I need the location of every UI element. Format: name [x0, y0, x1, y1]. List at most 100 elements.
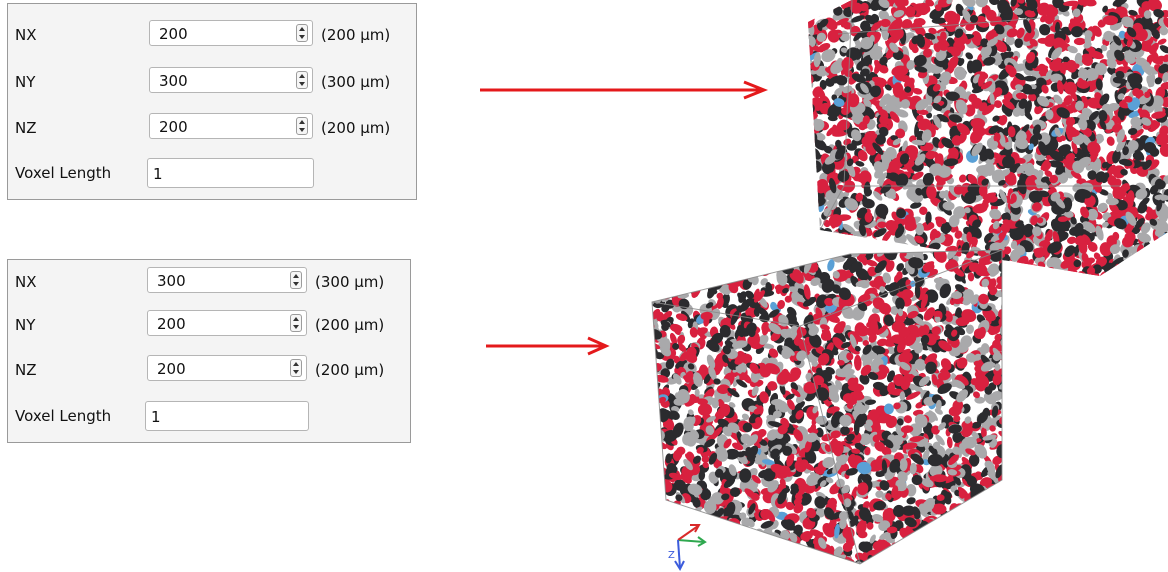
- particle: [1132, 22, 1144, 34]
- nx-spinbox[interactable]: 300: [147, 267, 307, 293]
- particle: [1001, 498, 1012, 509]
- particle: [808, 3, 813, 13]
- particle: [1072, 8, 1081, 18]
- nz-spin-arrows-icon[interactable]: [296, 117, 308, 135]
- particle: [869, 85, 882, 98]
- particle: [652, 263, 656, 275]
- particle: [955, 3, 965, 17]
- particle: [800, 188, 806, 200]
- particle: [652, 250, 661, 259]
- voxel-length-input[interactable]: 1: [145, 401, 309, 431]
- particle: [652, 342, 661, 350]
- nz-spinbox[interactable]: 200: [149, 113, 313, 139]
- particle: [784, 546, 798, 558]
- particle: [833, 238, 847, 247]
- particle: [808, 131, 810, 140]
- particle: [875, 490, 884, 498]
- particle: [723, 557, 736, 564]
- particle: [653, 250, 666, 263]
- particle: [998, 431, 1002, 438]
- particle: [833, 98, 845, 107]
- particle: [892, 65, 909, 77]
- particle: [778, 555, 791, 564]
- nx-spinbox[interactable]: 200: [149, 20, 313, 46]
- nz-spinbox[interactable]: 200: [147, 355, 307, 381]
- particle: [1122, 146, 1129, 156]
- particle: [883, 553, 896, 564]
- particle: [1067, 45, 1078, 54]
- particle: [1000, 223, 1010, 233]
- particle: [969, 14, 979, 23]
- particle: [640, 289, 648, 301]
- particle: [913, 54, 927, 67]
- particle: [662, 310, 673, 320]
- voxel-settings-panel-bottom: NX 300 (300 µm) NY 200 (200 µm) NZ 200 (…: [7, 259, 411, 443]
- particle: [640, 262, 650, 276]
- particle: [1095, 78, 1103, 91]
- particle: [1149, 218, 1158, 226]
- particle: [1002, 510, 1009, 521]
- particle: [745, 250, 752, 257]
- particle: [955, 99, 968, 115]
- particle: [994, 513, 1002, 526]
- particle: [914, 153, 926, 166]
- nx-spin-arrows-icon[interactable]: [296, 24, 308, 42]
- particle: [871, 76, 888, 85]
- particle: [1101, 162, 1108, 169]
- particle: [968, 453, 980, 467]
- arrow-right-icon: [486, 336, 610, 356]
- particle: [972, 555, 983, 564]
- particle: [808, 141, 815, 156]
- nz-spin-arrows-icon[interactable]: [290, 359, 302, 377]
- nx-spin-arrows-icon[interactable]: [290, 271, 302, 289]
- particle: [769, 564, 782, 570]
- particle: [1123, 270, 1137, 276]
- particle: [800, 29, 806, 45]
- particle: [887, 346, 895, 355]
- particle: [847, 93, 860, 108]
- particle: [1105, 197, 1119, 206]
- particle: [808, 3, 813, 10]
- particle: [640, 377, 646, 385]
- ny-spinbox[interactable]: 300: [149, 67, 313, 93]
- particle: [926, 185, 937, 200]
- particle: [974, 523, 982, 529]
- particle: [844, 198, 859, 211]
- voxel-length-input[interactable]: 1: [147, 158, 314, 188]
- particle: [684, 276, 695, 289]
- ny-value: 200: [157, 315, 186, 333]
- particle: [836, 331, 846, 343]
- particle: [1128, 9, 1138, 16]
- ny-spin-arrows-icon[interactable]: [296, 71, 308, 89]
- particle: [808, 51, 810, 65]
- particle: [824, 234, 835, 244]
- particle: [652, 457, 656, 466]
- particle: [966, 510, 973, 518]
- particle: [1040, 159, 1050, 170]
- particle: [1025, 51, 1036, 64]
- particle: [982, 520, 992, 530]
- particle: [992, 220, 1000, 230]
- particle: [1091, 25, 1102, 37]
- ny-spinbox[interactable]: 200: [147, 310, 307, 336]
- particle: [943, 546, 960, 560]
- particle: [652, 419, 660, 431]
- particle: [921, 563, 935, 570]
- particle: [951, 135, 963, 146]
- particle: [1131, 226, 1141, 235]
- particle: [984, 518, 994, 527]
- particle: [652, 514, 660, 529]
- particle: [800, 88, 808, 101]
- particle: [640, 362, 650, 375]
- particle: [652, 542, 656, 552]
- particle: [874, 63, 881, 74]
- particle-volume-render-bottom[interactable]: [640, 250, 1012, 570]
- particle: [1002, 155, 1015, 169]
- particle: [1076, 188, 1092, 199]
- particle-volume-render-top[interactable]: [800, 0, 1168, 280]
- ny-spin-arrows-icon[interactable]: [290, 314, 302, 332]
- particle: [981, 5, 991, 16]
- particle: [800, 100, 809, 110]
- particle: [748, 552, 761, 564]
- particle: [808, 187, 812, 197]
